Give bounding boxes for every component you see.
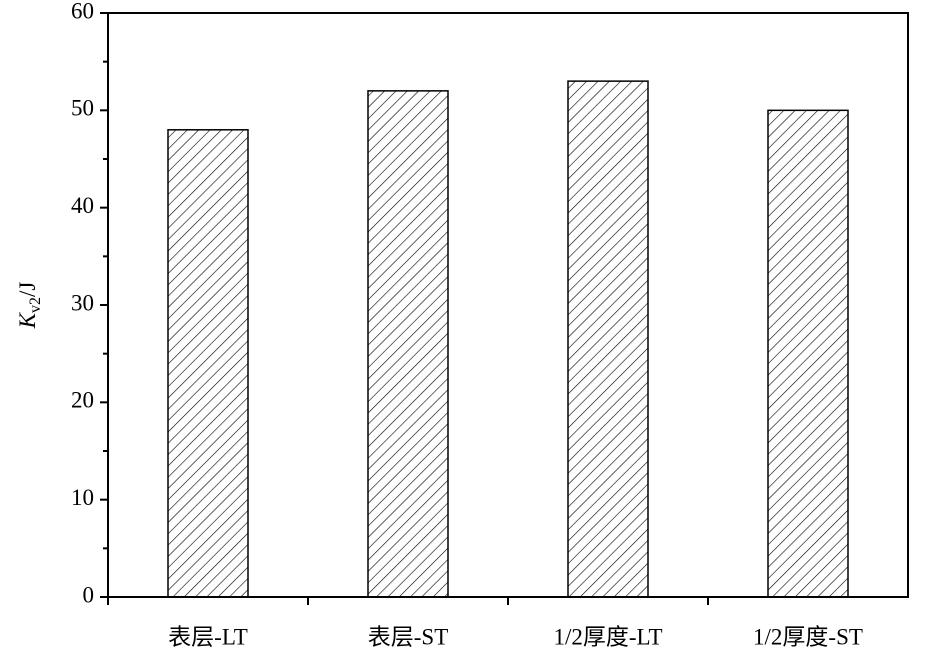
x-tick-label: 表层-LT	[168, 624, 248, 649]
bar	[367, 90, 449, 598]
y-label-symbol: K	[15, 311, 40, 329]
y-tick-label: 50	[71, 96, 94, 121]
x-tick-label: 表层-ST	[368, 624, 449, 649]
y-tick-label: 40	[71, 193, 94, 218]
y-tick-label: 30	[71, 290, 94, 315]
y-tick-label: 20	[71, 388, 94, 413]
y-label-subscript: v2	[27, 297, 44, 313]
y-label-unit: /J	[15, 282, 40, 297]
x-tick-label: 1/2厚度-ST	[753, 624, 863, 649]
y-tick-label: 0	[83, 582, 95, 607]
bar	[767, 109, 849, 598]
y-tick-label: 10	[71, 485, 94, 510]
x-tick-label: 1/2厚度-LT	[553, 624, 662, 649]
bar	[167, 129, 249, 598]
plot-frame	[107, 12, 909, 598]
y-tick-label: 60	[71, 0, 94, 23]
bar	[567, 80, 649, 598]
y-axis-label: Kv2/J	[15, 282, 43, 330]
